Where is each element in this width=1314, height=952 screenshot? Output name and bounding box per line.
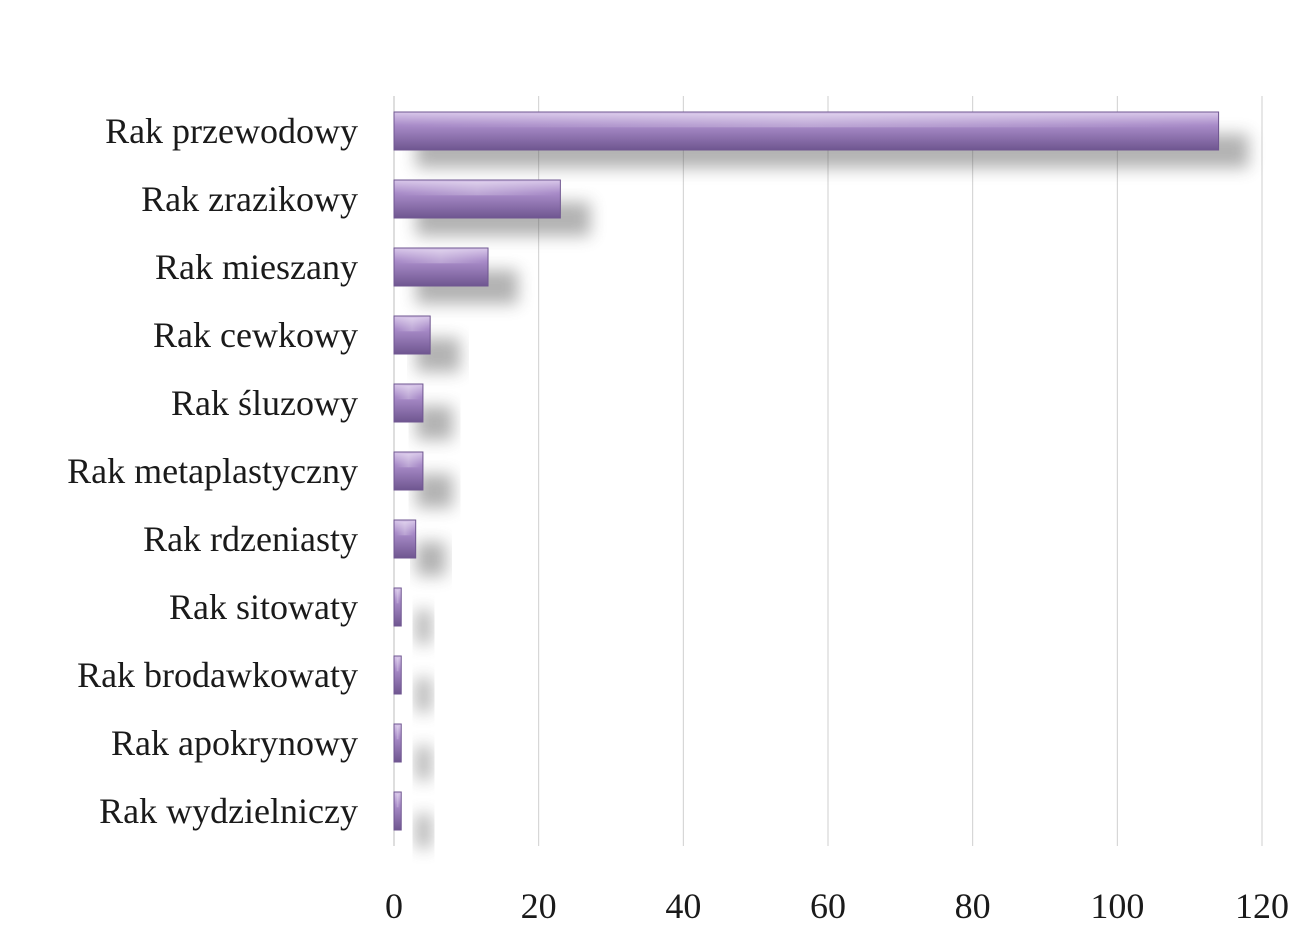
bar-highlight bbox=[396, 522, 414, 536]
bar-highlight bbox=[396, 590, 400, 604]
x-tick-label: 0 bbox=[385, 886, 403, 926]
category-label: Rak śluzowy bbox=[171, 383, 358, 423]
bar-shadow bbox=[416, 610, 432, 644]
bar-shadow bbox=[416, 746, 432, 780]
category-label: Rak mieszany bbox=[155, 247, 358, 287]
bar-shadow bbox=[416, 814, 432, 848]
bar-highlight bbox=[396, 726, 400, 740]
bars bbox=[393, 111, 1220, 831]
bar-highlight bbox=[396, 318, 429, 332]
bar-shadow bbox=[416, 542, 446, 576]
bar-shadows bbox=[416, 134, 1249, 848]
bar-highlight bbox=[396, 250, 487, 264]
category-label: Rak przewodowy bbox=[105, 111, 358, 151]
category-label: Rak cewkowy bbox=[153, 315, 358, 355]
bar-shadow bbox=[416, 678, 432, 712]
x-tick-label: 120 bbox=[1235, 886, 1289, 926]
category-label: Rak zrazikowy bbox=[141, 179, 358, 219]
bar-highlight bbox=[396, 454, 421, 468]
x-tick-label: 20 bbox=[521, 886, 557, 926]
category-label: Rak apokrynowy bbox=[111, 723, 358, 763]
x-tick-label: 60 bbox=[810, 886, 846, 926]
category-label: Rak wydzielniczy bbox=[99, 791, 358, 831]
bar-highlight bbox=[396, 386, 421, 400]
x-tick-label: 100 bbox=[1090, 886, 1144, 926]
category-label: Rak brodawkowaty bbox=[77, 655, 358, 695]
bar-highlight bbox=[396, 182, 559, 196]
x-tick-label: 40 bbox=[665, 886, 701, 926]
bar-highlight bbox=[396, 658, 400, 672]
category-labels: Rak przewodowy Rak zrazikowy Rak mieszany R… bbox=[67, 111, 358, 831]
bar-highlight bbox=[396, 114, 1217, 128]
bar bbox=[393, 791, 402, 831]
category-label: Rak rdzeniasty bbox=[143, 519, 358, 559]
bar bbox=[393, 587, 402, 627]
x-tick-labels: 0 20 40 60 80 100 120 bbox=[385, 886, 1289, 926]
bar bbox=[393, 655, 402, 695]
bar bbox=[393, 723, 402, 763]
x-tick-label: 80 bbox=[955, 886, 991, 926]
category-label: Rak sitowaty bbox=[169, 587, 358, 627]
bar-highlight bbox=[396, 794, 400, 808]
category-label: Rak metaplastyczny bbox=[67, 451, 358, 491]
